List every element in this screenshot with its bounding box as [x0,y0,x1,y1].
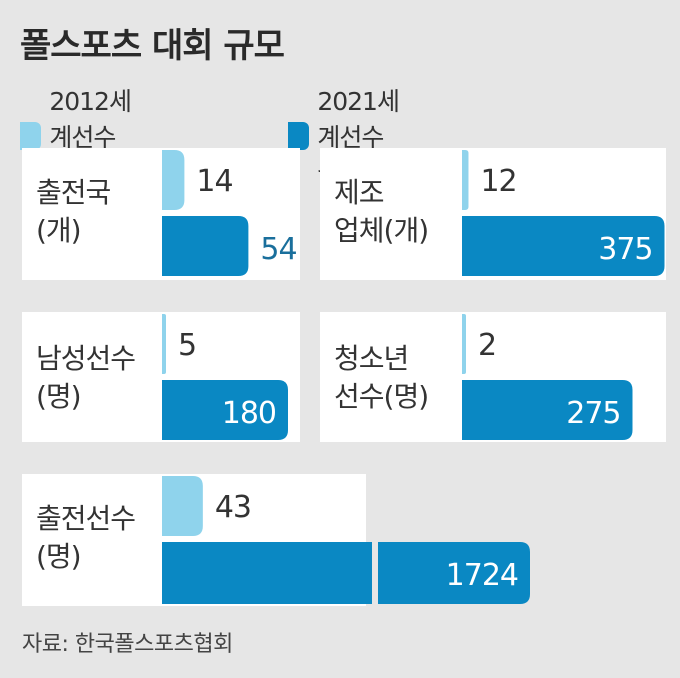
bar-2012 [162,314,166,374]
panel-label-line2: 업체(개) [334,214,429,247]
chart-title: 폴스포츠 대회 규모 [20,26,285,66]
bar-2021-segment [162,542,372,604]
panel-male-athletes: 남성선수 (명) [22,312,300,442]
panel-label-line1: 출전선수 [36,502,136,535]
panel-label-line2: (개) [36,214,82,247]
value-label-2012: 5 [178,328,196,363]
value-label-2021: 180 [222,396,276,431]
source-note: 자료: 한국폴스포츠협회 [22,632,233,657]
bar-2012 [162,476,203,536]
value-label-2012: 43 [215,490,251,525]
value-label-2012: 2 [478,328,496,363]
legend-swatch-2012 [20,122,42,150]
value-label-2012: 14 [196,164,232,199]
value-label-2021: 275 [566,396,620,431]
bar-2021 [462,216,665,276]
value-label-2021: 375 [598,232,652,267]
panel-label-line2: (명) [36,540,82,573]
panel-label-line1: 제조 [334,176,385,209]
bar-2021 [378,542,530,604]
value-label-2021: 54 [260,232,296,267]
bar-2012 [162,150,185,210]
panel-label-line2: 선수(명) [334,380,429,413]
bar-2021 [462,380,633,440]
bar-2012 [462,150,469,210]
legend-swatch-2021 [288,122,310,150]
value-label-2012: 12 [480,164,516,199]
bar-2021 [162,216,249,276]
panel-label-line1: 출전국 [36,176,111,209]
panel-label-line1: 남성선수 [36,342,136,375]
panel-label-line2: (명) [36,380,82,413]
bar-2012 [462,314,466,374]
panel-label-line1: 청소년 [334,342,409,375]
panel-countries: 출전국 (개) [22,148,300,280]
bar-2021 [162,380,288,440]
value-label-2021: 1724 [446,558,518,593]
